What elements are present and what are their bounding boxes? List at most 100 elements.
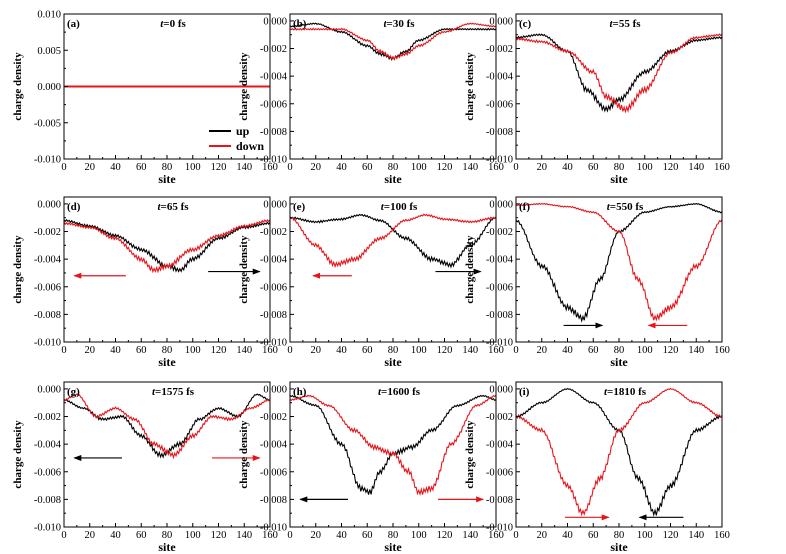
y-tick-label: -0.004 <box>486 255 514 266</box>
panel-time-title: t=55 fs <box>609 18 641 30</box>
x-tick-label: 0 <box>513 345 518 356</box>
x-tick-label: 0 <box>287 530 292 541</box>
y-tick-label: -0.010 <box>486 155 513 166</box>
x-tick-label: 40 <box>562 345 573 356</box>
x-tick-label: 40 <box>336 162 347 173</box>
y-tick-label: -0.006 <box>34 467 61 478</box>
x-tick-label: 160 <box>714 345 730 356</box>
x-tick-label: 40 <box>110 345 121 356</box>
x-tick-label: 60 <box>362 162 373 173</box>
time-variable: t <box>160 18 164 30</box>
x-tick-label: 0 <box>61 162 66 173</box>
y-axis-label: charge density <box>238 235 250 304</box>
x-axis-label: site <box>158 355 176 369</box>
panel-label: (i) <box>519 386 530 398</box>
x-tick-label: 20 <box>85 162 96 173</box>
x-tick-label: 100 <box>185 530 201 541</box>
x-tick-label: 100 <box>185 162 201 173</box>
series-up-i <box>515 387 723 517</box>
y-tick-label: -0.006 <box>486 99 513 110</box>
panel-label: (f) <box>519 201 530 213</box>
y-tick-label: -0.002 <box>486 44 513 55</box>
x-axis-label: site <box>384 355 402 369</box>
y-tick-label: -0.004 <box>260 440 288 451</box>
legend-up-label: up <box>236 124 250 138</box>
y-tick-label: 0.000 <box>263 16 287 27</box>
y-tick-label: 0.000 <box>263 384 287 395</box>
time-variable: t <box>607 201 611 213</box>
x-tick-label: 120 <box>211 530 227 541</box>
y-tick-label: -0.002 <box>486 412 513 423</box>
y-tick-label: -0.006 <box>486 282 513 293</box>
x-tick-label: 100 <box>185 345 201 356</box>
x-tick-label: 140 <box>462 162 478 173</box>
x-tick-label: 80 <box>388 530 399 541</box>
x-axis-label: site <box>158 540 176 554</box>
y-tick-label: -0.008 <box>260 495 287 506</box>
series-down-f <box>515 202 723 322</box>
panel-time-title: t=0 fs <box>160 18 186 30</box>
panel-label: (b) <box>293 18 307 30</box>
legend-down-label: down <box>236 139 264 153</box>
x-axis-label: site <box>610 172 628 186</box>
x-tick-label: 20 <box>537 162 548 173</box>
series-down-e <box>289 213 497 269</box>
x-tick-label: 140 <box>462 345 478 356</box>
x-axis-label: site <box>384 540 402 554</box>
y-axis-label: charge density <box>464 235 476 304</box>
time-value: =1810 fs <box>607 386 647 398</box>
y-tick-label: -0.005 <box>34 118 61 129</box>
x-tick-label: 120 <box>437 345 453 356</box>
y-tick-label: -0.010 <box>260 523 287 534</box>
x-tick-label: 60 <box>588 162 599 173</box>
x-tick-label: 160 <box>714 162 730 173</box>
y-axis-label: charge density <box>238 52 250 121</box>
x-tick-label: 120 <box>663 530 679 541</box>
y-tick-label: -0.010 <box>260 155 287 166</box>
y-tick-label: -0.004 <box>486 440 514 451</box>
panel-label: (h) <box>293 386 307 398</box>
plot-frame-i <box>515 381 723 528</box>
x-tick-label: 160 <box>262 162 278 173</box>
x-tick-label: 0 <box>61 530 66 541</box>
y-tick-label: 0.000 <box>489 199 513 210</box>
x-tick-label: 80 <box>162 530 173 541</box>
y-tick-label: -0.010 <box>486 523 513 534</box>
panel-d: 0 20 40 60 80 100 120 140 160 0.000 -0.002 -0.004 -0… <box>12 196 278 369</box>
series-down-b <box>289 22 497 61</box>
y-tick-label: -0.010 <box>34 155 61 166</box>
x-tick-label: 40 <box>562 162 573 173</box>
y-tick-label: 0.000 <box>263 199 287 210</box>
panel-b: 0 20 40 60 80 100 120 140 160 0.000 -0.002 -0.004 -0… <box>238 13 504 186</box>
y-tick-label: 0.000 <box>489 16 513 27</box>
x-tick-label: 160 <box>488 345 504 356</box>
x-tick-label: 40 <box>336 345 347 356</box>
x-tick-label: 20 <box>311 345 322 356</box>
x-tick-label: 80 <box>614 345 625 356</box>
time-value: =0 fs <box>163 18 186 30</box>
panel-label: (c) <box>519 18 532 30</box>
time-variable: t <box>378 386 382 398</box>
series-up-c <box>515 33 723 113</box>
time-value: =100 fs <box>384 201 418 213</box>
time-value: =1575 fs <box>155 386 195 398</box>
x-tick-label: 120 <box>663 345 679 356</box>
x-tick-label: 140 <box>236 345 252 356</box>
x-tick-label: 160 <box>262 345 278 356</box>
y-tick-label: -0.006 <box>34 282 61 293</box>
series-up-f <box>515 202 723 323</box>
x-tick-label: 120 <box>663 162 679 173</box>
x-tick-label: 0 <box>61 345 66 356</box>
y-tick-label: -0.004 <box>260 72 288 83</box>
y-tick-label: -0.008 <box>34 310 61 321</box>
x-tick-label: 60 <box>362 530 373 541</box>
x-tick-label: 60 <box>588 530 599 541</box>
legend: up down <box>209 124 264 153</box>
panel-time-title: t=1600 fs <box>378 386 421 398</box>
panel-label: (e) <box>293 201 306 213</box>
time-value: =550 fs <box>610 201 644 213</box>
x-tick-label: 80 <box>388 162 399 173</box>
x-tick-label: 80 <box>388 345 399 356</box>
x-tick-label: 160 <box>488 530 504 541</box>
panel-e: 0 20 40 60 80 100 120 140 160 0.000 -0.002 -0.004 -0… <box>238 196 504 369</box>
